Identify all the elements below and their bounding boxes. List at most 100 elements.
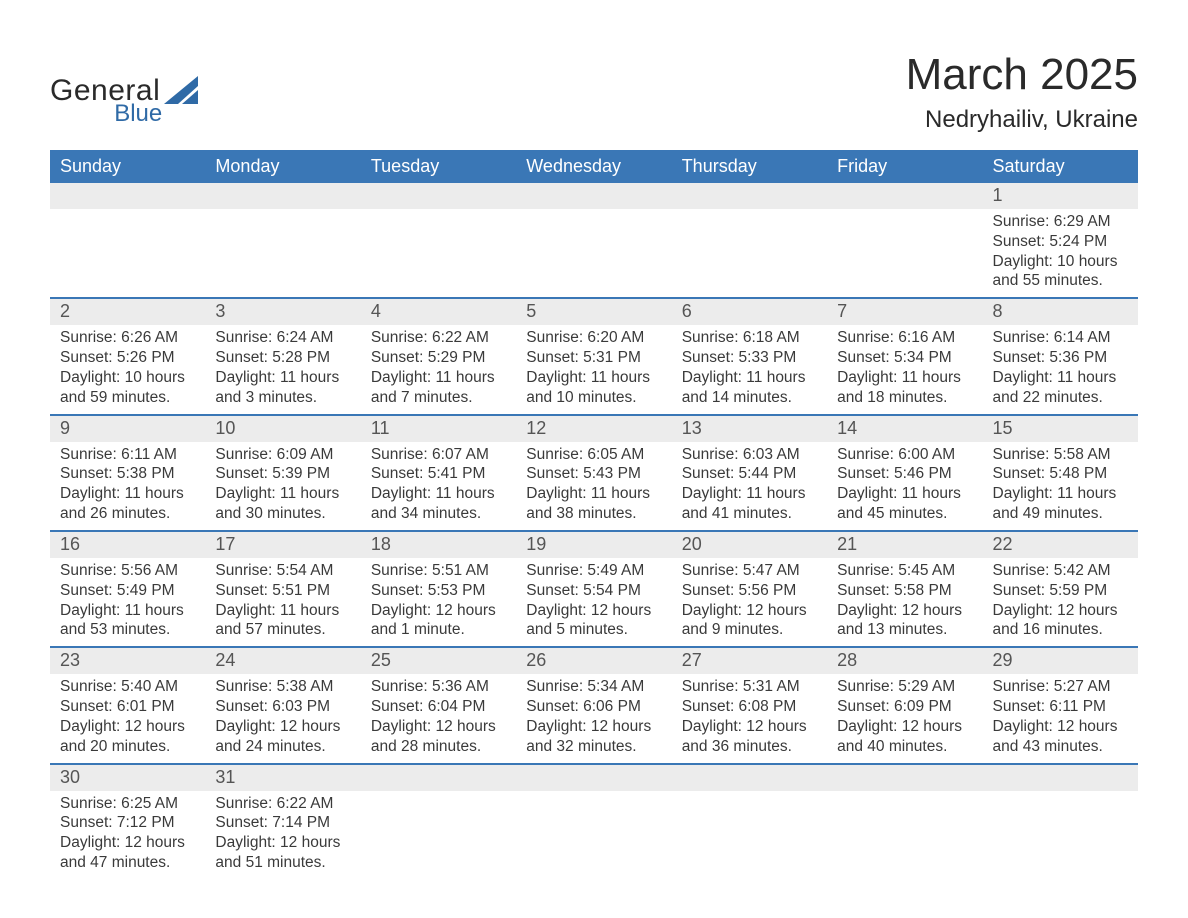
day-cell: 6Sunrise: 6:18 AMSunset: 5:33 PMDaylight… [672, 299, 827, 413]
day-number [827, 183, 982, 209]
day-body: Sunrise: 6:14 AMSunset: 5:36 PMDaylight:… [983, 325, 1138, 413]
day-cell: 3Sunrise: 6:24 AMSunset: 5:28 PMDaylight… [205, 299, 360, 413]
day-cell: 11Sunrise: 6:07 AMSunset: 5:41 PMDayligh… [361, 416, 516, 530]
day-sunrise: Sunrise: 6:09 AM [215, 445, 350, 465]
day-sunrise: Sunrise: 5:34 AM [526, 677, 661, 697]
day-sunrise: Sunrise: 5:49 AM [526, 561, 661, 581]
day-sunrise: Sunrise: 6:14 AM [993, 328, 1128, 348]
day-sunset: Sunset: 6:11 PM [993, 697, 1128, 717]
day-sunset: Sunset: 6:03 PM [215, 697, 350, 717]
day-sunset: Sunset: 6:08 PM [682, 697, 817, 717]
day-number: 23 [50, 648, 205, 674]
day-body: Sunrise: 5:49 AMSunset: 5:54 PMDaylight:… [516, 558, 671, 646]
day-sunrise: Sunrise: 5:45 AM [837, 561, 972, 581]
day-body: Sunrise: 6:16 AMSunset: 5:34 PMDaylight:… [827, 325, 982, 413]
day-sunset: Sunset: 5:53 PM [371, 581, 506, 601]
day-daylight: Daylight: 12 hours and 24 minutes. [215, 717, 350, 757]
day-cell [827, 183, 982, 297]
day-body: Sunrise: 6:11 AMSunset: 5:38 PMDaylight:… [50, 442, 205, 530]
day-sunset: Sunset: 5:48 PM [993, 464, 1128, 484]
day-sunrise: Sunrise: 5:51 AM [371, 561, 506, 581]
day-cell: 19Sunrise: 5:49 AMSunset: 5:54 PMDayligh… [516, 532, 671, 646]
day-cell: 8Sunrise: 6:14 AMSunset: 5:36 PMDaylight… [983, 299, 1138, 413]
day-daylight: Daylight: 12 hours and 1 minute. [371, 601, 506, 641]
day-daylight: Daylight: 11 hours and 53 minutes. [60, 601, 195, 641]
brand-triangle-icon [164, 76, 198, 109]
day-sunset: Sunset: 5:54 PM [526, 581, 661, 601]
day-body: Sunrise: 5:31 AMSunset: 6:08 PMDaylight:… [672, 674, 827, 762]
day-cell [50, 183, 205, 297]
day-number: 6 [672, 299, 827, 325]
day-sunrise: Sunrise: 6:11 AM [60, 445, 195, 465]
day-daylight: Daylight: 12 hours and 5 minutes. [526, 601, 661, 641]
day-body: Sunrise: 6:26 AMSunset: 5:26 PMDaylight:… [50, 325, 205, 413]
day-sunrise: Sunrise: 6:05 AM [526, 445, 661, 465]
day-body: Sunrise: 6:05 AMSunset: 5:43 PMDaylight:… [516, 442, 671, 530]
day-body [516, 791, 671, 800]
day-number: 27 [672, 648, 827, 674]
day-number: 4 [361, 299, 516, 325]
day-body: Sunrise: 5:38 AMSunset: 6:03 PMDaylight:… [205, 674, 360, 762]
day-cell: 30Sunrise: 6:25 AMSunset: 7:12 PMDayligh… [50, 765, 205, 879]
day-number: 17 [205, 532, 360, 558]
day-daylight: Daylight: 11 hours and 57 minutes. [215, 601, 350, 641]
day-cell [983, 765, 1138, 879]
day-number: 31 [205, 765, 360, 791]
day-body [827, 791, 982, 800]
day-sunset: Sunset: 5:44 PM [682, 464, 817, 484]
day-daylight: Daylight: 12 hours and 16 minutes. [993, 601, 1128, 641]
day-sunset: Sunset: 5:58 PM [837, 581, 972, 601]
day-daylight: Daylight: 10 hours and 59 minutes. [60, 368, 195, 408]
day-number: 10 [205, 416, 360, 442]
day-daylight: Daylight: 12 hours and 47 minutes. [60, 833, 195, 873]
day-body: Sunrise: 6:24 AMSunset: 5:28 PMDaylight:… [205, 325, 360, 413]
day-cell: 13Sunrise: 6:03 AMSunset: 5:44 PMDayligh… [672, 416, 827, 530]
day-number: 11 [361, 416, 516, 442]
day-body [50, 209, 205, 218]
day-number: 14 [827, 416, 982, 442]
day-daylight: Daylight: 12 hours and 20 minutes. [60, 717, 195, 757]
day-header: Tuesday [361, 150, 516, 183]
day-sunset: Sunset: 5:34 PM [837, 348, 972, 368]
day-cell: 12Sunrise: 6:05 AMSunset: 5:43 PMDayligh… [516, 416, 671, 530]
header-area: General Blue March 2025 Nedryhailiv, Ukr… [50, 50, 1138, 134]
day-sunset: Sunset: 5:56 PM [682, 581, 817, 601]
day-body: Sunrise: 5:58 AMSunset: 5:48 PMDaylight:… [983, 442, 1138, 530]
day-daylight: Daylight: 11 hours and 49 minutes. [993, 484, 1128, 524]
day-number: 2 [50, 299, 205, 325]
day-cell: 27Sunrise: 5:31 AMSunset: 6:08 PMDayligh… [672, 648, 827, 762]
day-cell [361, 765, 516, 879]
day-body [516, 209, 671, 218]
day-sunrise: Sunrise: 6:18 AM [682, 328, 817, 348]
day-sunrise: Sunrise: 6:22 AM [371, 328, 506, 348]
week-row: 9Sunrise: 6:11 AMSunset: 5:38 PMDaylight… [50, 414, 1138, 530]
day-number: 13 [672, 416, 827, 442]
day-sunrise: Sunrise: 6:16 AM [837, 328, 972, 348]
day-sunrise: Sunrise: 6:22 AM [215, 794, 350, 814]
day-sunrise: Sunrise: 6:03 AM [682, 445, 817, 465]
day-cell: 31Sunrise: 6:22 AMSunset: 7:14 PMDayligh… [205, 765, 360, 879]
day-cell: 18Sunrise: 5:51 AMSunset: 5:53 PMDayligh… [361, 532, 516, 646]
day-number: 30 [50, 765, 205, 791]
day-daylight: Daylight: 12 hours and 40 minutes. [837, 717, 972, 757]
day-cell [827, 765, 982, 879]
week-row: 1Sunrise: 6:29 AMSunset: 5:24 PMDaylight… [50, 183, 1138, 297]
day-number: 8 [983, 299, 1138, 325]
day-sunset: Sunset: 5:28 PM [215, 348, 350, 368]
day-body: Sunrise: 6:18 AMSunset: 5:33 PMDaylight:… [672, 325, 827, 413]
day-daylight: Daylight: 11 hours and 26 minutes. [60, 484, 195, 524]
calendar: Sunday Monday Tuesday Wednesday Thursday… [50, 150, 1138, 879]
day-sunset: Sunset: 5:33 PM [682, 348, 817, 368]
page-subtitle: Nedryhailiv, Ukraine [906, 106, 1138, 134]
day-body: Sunrise: 5:40 AMSunset: 6:01 PMDaylight:… [50, 674, 205, 762]
day-cell [672, 183, 827, 297]
day-number: 20 [672, 532, 827, 558]
day-header: Thursday [672, 150, 827, 183]
day-body: Sunrise: 5:51 AMSunset: 5:53 PMDaylight:… [361, 558, 516, 646]
day-daylight: Daylight: 11 hours and 7 minutes. [371, 368, 506, 408]
day-daylight: Daylight: 11 hours and 38 minutes. [526, 484, 661, 524]
day-sunset: Sunset: 5:51 PM [215, 581, 350, 601]
brand-text: General Blue [50, 76, 160, 126]
day-cell: 21Sunrise: 5:45 AMSunset: 5:58 PMDayligh… [827, 532, 982, 646]
day-header-row: Sunday Monday Tuesday Wednesday Thursday… [50, 150, 1138, 183]
